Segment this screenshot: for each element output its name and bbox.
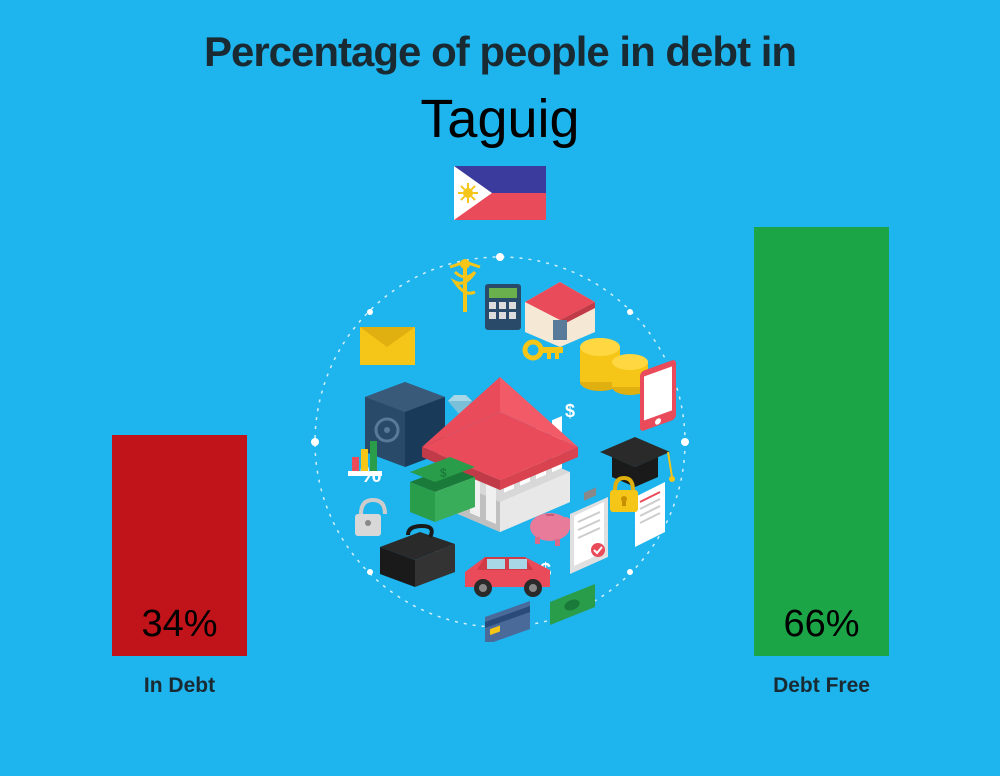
bar-debt-free: 66% bbox=[754, 227, 889, 656]
bar-in-debt-label: In Debt bbox=[144, 674, 215, 698]
bar-in-debt-value: 34% bbox=[141, 603, 217, 646]
bar-in-debt: 34% bbox=[112, 435, 247, 656]
bar-group-debt-free: 66% Debt Free bbox=[754, 227, 889, 698]
bar-debt-free-label: Debt Free bbox=[773, 674, 870, 698]
bars-container: 34% In Debt 66% Debt Free bbox=[0, 0, 1000, 776]
bar-debt-free-value: 66% bbox=[783, 603, 859, 646]
bar-group-in-debt: 34% In Debt bbox=[112, 435, 247, 698]
